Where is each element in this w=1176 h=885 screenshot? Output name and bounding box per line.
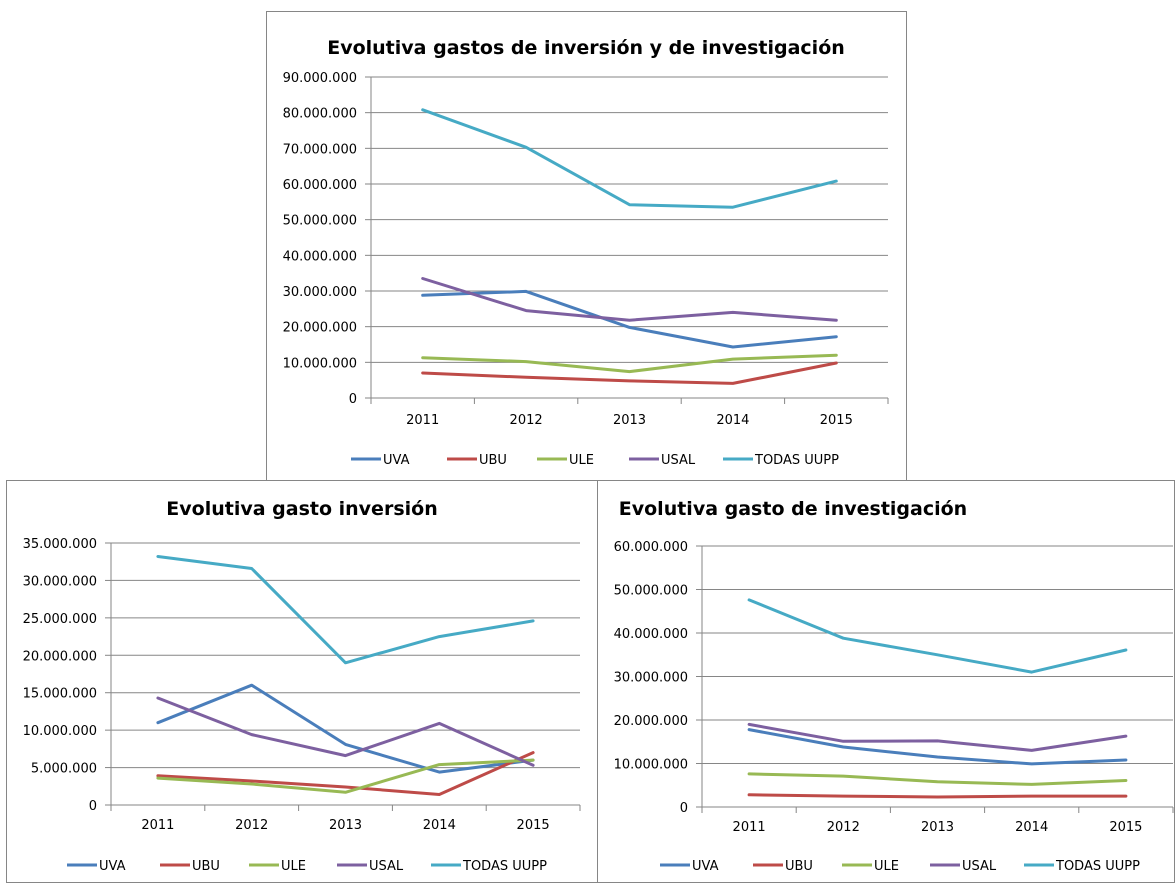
chart-inversion-svg: Evolutiva gasto inversión 0 5.000.000 10.00… [23,498,581,874]
y-tick-label: 20.000.000 [283,321,357,336]
series-line-uva [156,683,535,774]
series-line-ule [747,772,1128,786]
x-tick-label: 2015 [820,413,853,428]
x-tick-label: 2012 [235,818,268,833]
legend-label-uva: UVA [383,453,410,468]
chart-panel-investigacion: Evolutiva gasto de investigación 0 10.000.… [597,480,1175,883]
chart-panel-total: Evolutiva gastos de inversión y de inves… [266,11,907,483]
series-line-ubu [421,361,838,385]
y-tick-label: 0 [89,799,97,814]
y-tick-label: 50.000.000 [283,214,357,229]
x-tick-label: 2013 [613,413,646,428]
legend-label-todas-uupp: TODAS UUPP [754,453,839,468]
x-tick-label: 2014 [423,818,456,833]
y-tick-label: 20.000.000 [23,649,97,664]
series-line-usal [747,722,1128,752]
series-line-ubu [747,793,1128,799]
series-line-todas-uupp [747,598,1128,674]
legend-label-ule: ULE [874,859,899,874]
chart-panel-inversion: Evolutiva gasto inversión 0 5.000.000 10.00… [6,480,599,883]
chart-title: Evolutiva gasto inversión [166,498,437,520]
y-tick-label: 80.000.000 [283,107,357,122]
y-tick-label: 40.000.000 [614,627,688,642]
y-tick-label: 5.000.000 [31,762,97,777]
legend-label-ubu: UBU [479,453,507,468]
y-tick-label: 35.000.000 [23,537,97,552]
y-tick-label: 10.000.000 [614,758,688,773]
legend-label-ubu: UBU [192,859,220,874]
x-tick-label: 2011 [141,818,174,833]
y-tick-label: 0 [349,392,357,407]
x-tick-label: 2011 [406,413,439,428]
series-line-usal [156,696,535,767]
series-line-ule [421,353,838,374]
legend-label-uva: UVA [692,859,719,874]
chart-title: Evolutiva gastos de inversión y de inves… [327,37,845,59]
x-tick-label: 2015 [517,818,550,833]
legend-label-todas-uupp: TODAS UUPP [1055,859,1140,874]
x-tick-label: 2013 [329,818,362,833]
y-tick-label: 15.000.000 [23,687,97,702]
y-tick-label: 40.000.000 [283,249,357,264]
y-tick-label: 10.000.000 [23,724,97,739]
y-tick-label: 70.000.000 [283,142,357,157]
x-tick-label: 2014 [1015,820,1048,835]
legend-label-usal: USAL [962,859,997,874]
y-tick-label: 10.000.000 [283,356,357,371]
y-tick-label: 90.000.000 [283,71,357,86]
y-tick-label: 60.000.000 [614,540,688,555]
y-tick-label: 0 [680,801,688,816]
series-line-ule [156,758,535,794]
legend-label-uva: UVA [99,859,126,874]
y-tick-label: 20.000.000 [614,714,688,729]
x-tick-label: 2014 [716,413,749,428]
legend-label-usal: USAL [369,859,404,874]
x-tick-label: 2011 [733,820,766,835]
series-line-uva [747,728,1128,766]
y-tick-label: 30.000.000 [614,671,688,686]
series-line-usal [421,277,838,322]
series-line-uva [421,289,838,349]
series-line-todas-uupp [156,555,535,665]
y-tick-label: 50.000.000 [614,584,688,599]
chart-title: Evolutiva gasto de investigación [619,498,967,520]
y-tick-label: 60.000.000 [283,178,357,193]
legend-label-ubu: UBU [785,859,813,874]
legend-label-ule: ULE [281,859,306,874]
x-tick-label: 2015 [1109,820,1142,835]
chart-total-svg: Evolutiva gastos de inversión y de inves… [283,37,889,468]
y-tick-label: 30.000.000 [23,574,97,589]
legend-label-usal: USAL [661,453,696,468]
chart-investigacion-svg: Evolutiva gasto de investigación 0 10.000.… [614,498,1174,874]
x-tick-label: 2012 [510,413,543,428]
y-tick-label: 30.000.000 [283,285,357,300]
series-line-ubu [156,751,535,796]
legend-label-todas-uupp: TODAS UUPP [462,859,547,874]
x-tick-label: 2012 [827,820,860,835]
series-line-todas-uupp [421,108,838,209]
legend-label-ule: ULE [569,453,594,468]
x-tick-label: 2013 [921,820,954,835]
y-tick-label: 25.000.000 [23,612,97,627]
